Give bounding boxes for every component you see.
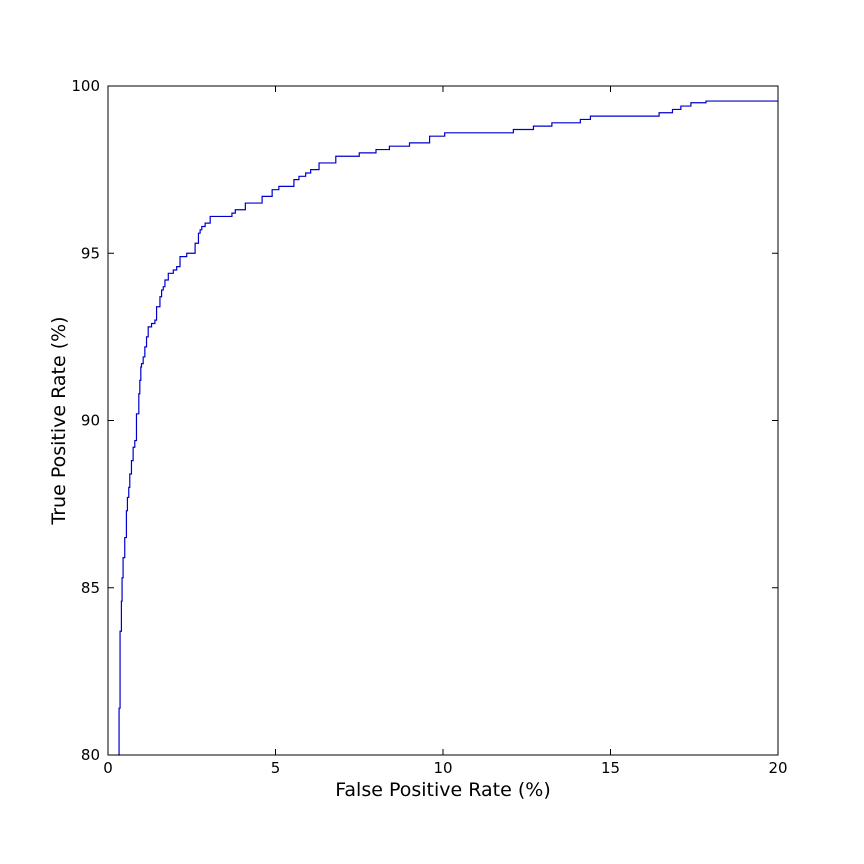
y-tick-label: 85 [81, 579, 100, 597]
x-tick-label: 10 [433, 759, 452, 777]
roc-curve-line [118, 100, 778, 756]
x-tick-label: 20 [768, 759, 787, 777]
y-tick-label: 80 [81, 746, 100, 764]
plot-frame [107, 85, 779, 756]
y-tick-label: 100 [71, 77, 100, 95]
y-tick-label: 95 [81, 244, 100, 262]
y-tick-label: 90 [81, 412, 100, 430]
y-axis-label: True Positive Rate (%) [48, 316, 70, 525]
x-tick-label: 15 [601, 759, 620, 777]
x-tick-label: 5 [271, 759, 281, 777]
x-axis-label: False Positive Rate (%) [335, 779, 551, 801]
x-tick-label: 0 [103, 759, 113, 777]
series-layer [118, 100, 778, 756]
ticks-layer: 0 5 10 15 20 80 85 90 95 100 [71, 77, 787, 777]
